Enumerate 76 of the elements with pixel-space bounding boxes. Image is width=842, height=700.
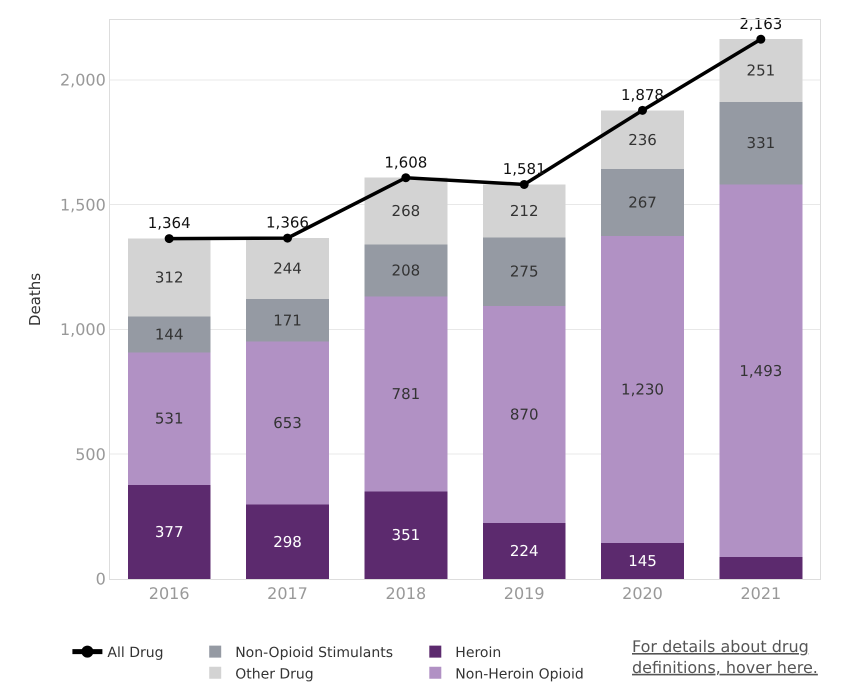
data-label: 377 [154, 522, 184, 541]
bar [719, 102, 802, 184]
bar [128, 238, 211, 316]
legend-label: All Drug [107, 645, 164, 662]
data-label: 331 [746, 134, 776, 152]
data-label: 145 [628, 552, 657, 570]
x-tick-label: 2021 [740, 584, 782, 604]
bar [601, 236, 684, 543]
data-label: 1,230 [621, 380, 664, 398]
bar [719, 557, 802, 579]
data-label: 298 [273, 532, 302, 551]
point [520, 180, 529, 189]
point [401, 173, 410, 182]
data-label: 212 [510, 202, 538, 220]
legend-label: Heroin [455, 645, 502, 662]
point [638, 106, 647, 115]
data-label: 251 [746, 62, 776, 80]
data-label: 236 [628, 130, 657, 149]
bar [364, 296, 448, 492]
x-tick-label: 2016 [148, 584, 190, 604]
y-tick-label: 0 [96, 570, 106, 589]
data-label: 781 [392, 384, 420, 403]
bar [601, 169, 684, 236]
data-label: 144 [154, 325, 184, 344]
data-label: 351 [392, 526, 420, 544]
point [283, 234, 292, 243]
data-label: 267 [628, 194, 657, 212]
x-tick-label: 2018 [385, 584, 426, 604]
data-label: 268 [392, 202, 420, 220]
bar [482, 306, 566, 524]
y-tick-label: 1,500 [60, 195, 106, 214]
data-label: 1,581 [502, 160, 546, 178]
data-label: 312 [154, 268, 184, 287]
bar [128, 316, 211, 352]
bar [364, 491, 448, 579]
bar [601, 542, 684, 579]
bar [719, 184, 802, 558]
x-tick-label: 2019 [504, 584, 545, 604]
bar [128, 352, 211, 485]
bar [128, 484, 211, 579]
legend-label: Other Drug [235, 666, 314, 682]
x-tick-label: 2017 [267, 584, 308, 604]
data-label: 1,366 [266, 214, 309, 232]
bar [246, 238, 329, 299]
bar [246, 504, 329, 579]
data-label: 1,493 [739, 362, 782, 380]
text: For details about drug definitions, hover here. [632, 637, 818, 677]
data-label: 275 [510, 262, 538, 281]
legend-label: Non-Heroin Opioid [455, 666, 584, 682]
bar [482, 184, 566, 238]
data-label: 1,878 [621, 86, 664, 104]
point [164, 234, 174, 244]
data-label: 1,608 [384, 153, 428, 172]
bar [246, 342, 329, 505]
y-tick-label: 1,000 [60, 320, 106, 340]
bar [719, 39, 802, 102]
bar [482, 523, 566, 579]
y-tick-label: 2,000 [60, 70, 106, 90]
data-label: 244 [273, 260, 302, 278]
bar [246, 299, 329, 342]
point [756, 34, 766, 44]
data-label: 870 [510, 406, 538, 424]
data-label: 1,364 [148, 214, 191, 232]
y-axis-title: Deaths [26, 272, 44, 326]
bar [364, 244, 448, 297]
data-label: 531 [154, 410, 184, 428]
data-label: 208 [392, 262, 420, 280]
bar [601, 110, 684, 170]
data-label: 171 [273, 311, 302, 330]
bar [482, 237, 566, 306]
data-label: 224 [510, 542, 538, 560]
data-label: 653 [273, 414, 302, 432]
y-tick-label: 500 [75, 444, 106, 464]
legend-label: Non-Opioid Stimulants [235, 645, 394, 662]
bar [364, 178, 448, 245]
x-tick-label: 2020 [622, 584, 663, 604]
